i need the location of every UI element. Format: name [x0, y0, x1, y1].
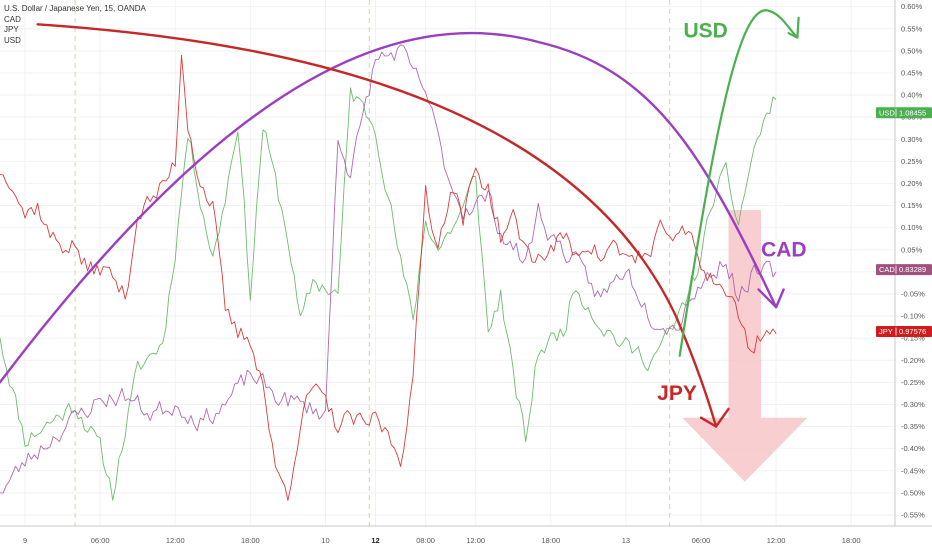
x-tick-label: 12 [371, 536, 379, 545]
y-tick-label: 0.25% [901, 157, 923, 166]
legend-item-jpy[interactable]: JPY [4, 25, 19, 34]
curve-red [36, 23, 718, 428]
y-tick-label: -0.55% [901, 511, 925, 520]
y-tick-label: 0.45% [901, 69, 923, 78]
y-tick-label: 0.15% [901, 201, 923, 210]
x-tick-label: 06:00 [91, 536, 110, 545]
x-tick-label: 18:00 [241, 536, 260, 545]
price-tags: USD 1.08455 CAD 0.83289 JPY 0.97576 [876, 107, 932, 338]
annotations: USD CAD JPY [657, 20, 806, 405]
curve-red-arrowhead [699, 407, 730, 428]
x-tick-label: 12:00 [166, 536, 185, 545]
price-tag-name: JPY [879, 327, 893, 336]
y-tick-label: 0.50% [901, 46, 923, 55]
big-down-arrow [682, 209, 808, 482]
x-axis[interactable]: 9 06:00 12:00 18:00 10 12 08:00 12:00 18:00 13 06:… [23, 536, 861, 545]
y-tick-label: -0.10% [901, 312, 925, 321]
y-tick-label: -0.40% [901, 444, 925, 453]
y-tick-label: 0.60% [901, 2, 923, 11]
price-tag-name: USD [879, 108, 895, 117]
curve-purple-arrowhead [757, 288, 785, 309]
price-tag-cad [876, 264, 932, 276]
x-tick-label: 18:00 [541, 536, 560, 545]
y-tick-label: 0.40% [901, 91, 923, 100]
y-tick-label: 0.05% [901, 245, 923, 254]
legend: U.S. Dollar / Japanese Yen, 15, OANDA CA… [4, 4, 146, 46]
trend-curves [0, 9, 800, 428]
series-line-usd [0, 87, 777, 501]
y-tick-label: -0.30% [901, 400, 925, 409]
x-tick-label: 10 [321, 536, 329, 545]
price-tag-usd [876, 107, 932, 119]
legend-item-cad[interactable]: CAD [4, 14, 21, 24]
session-separators [74, 0, 671, 526]
y-tick-label: -0.45% [901, 466, 925, 475]
x-tick-label: 13 [622, 536, 630, 545]
y-tick-label: 0.20% [901, 179, 923, 188]
curve-green [678, 9, 799, 357]
x-tick-label: 12:00 [767, 536, 786, 545]
annotation-cad: CAD [761, 238, 807, 261]
series-line-cad [0, 44, 777, 494]
price-tag-value: 1.08455 [899, 108, 926, 117]
price-tag-jpy [876, 326, 932, 338]
series-lines [0, 44, 777, 501]
series-line-jpy [0, 54, 777, 501]
price-tag-value: 0.83289 [899, 265, 926, 274]
price-tag-value: 0.97576 [899, 327, 926, 336]
annotation-jpy: JPY [657, 382, 697, 405]
y-tick-label: -0.25% [901, 378, 925, 387]
y-tick-label: 0.30% [901, 135, 923, 144]
y-tick-label: -0.15% [901, 334, 925, 343]
x-tick-label: 06:00 [692, 536, 711, 545]
x-tick-label: 9 [23, 536, 27, 545]
y-tick-label: 0.10% [901, 223, 923, 232]
big-arrow-shape [682, 209, 808, 482]
legend-item-usd[interactable]: USD [4, 35, 21, 45]
x-tick-label: 18:00 [842, 536, 861, 545]
y-tick-label: -0.35% [901, 422, 925, 431]
curve-green-arrowhead [787, 16, 800, 39]
price-tag-name: CAD [879, 265, 895, 274]
y-tick-label: -0.05% [901, 290, 925, 299]
y-tick-label: 0.55% [901, 24, 923, 33]
annotation-usd: USD [683, 20, 727, 43]
legend-title[interactable]: U.S. Dollar / Japanese Yen, 15, OANDA [4, 4, 146, 13]
x-tick-label: 12:00 [466, 536, 485, 545]
curve-purple [0, 31, 778, 384]
y-tick-label: -0.50% [901, 488, 925, 497]
x-tick-label: 08:00 [416, 536, 435, 545]
y-tick-label: -0.20% [901, 356, 925, 365]
